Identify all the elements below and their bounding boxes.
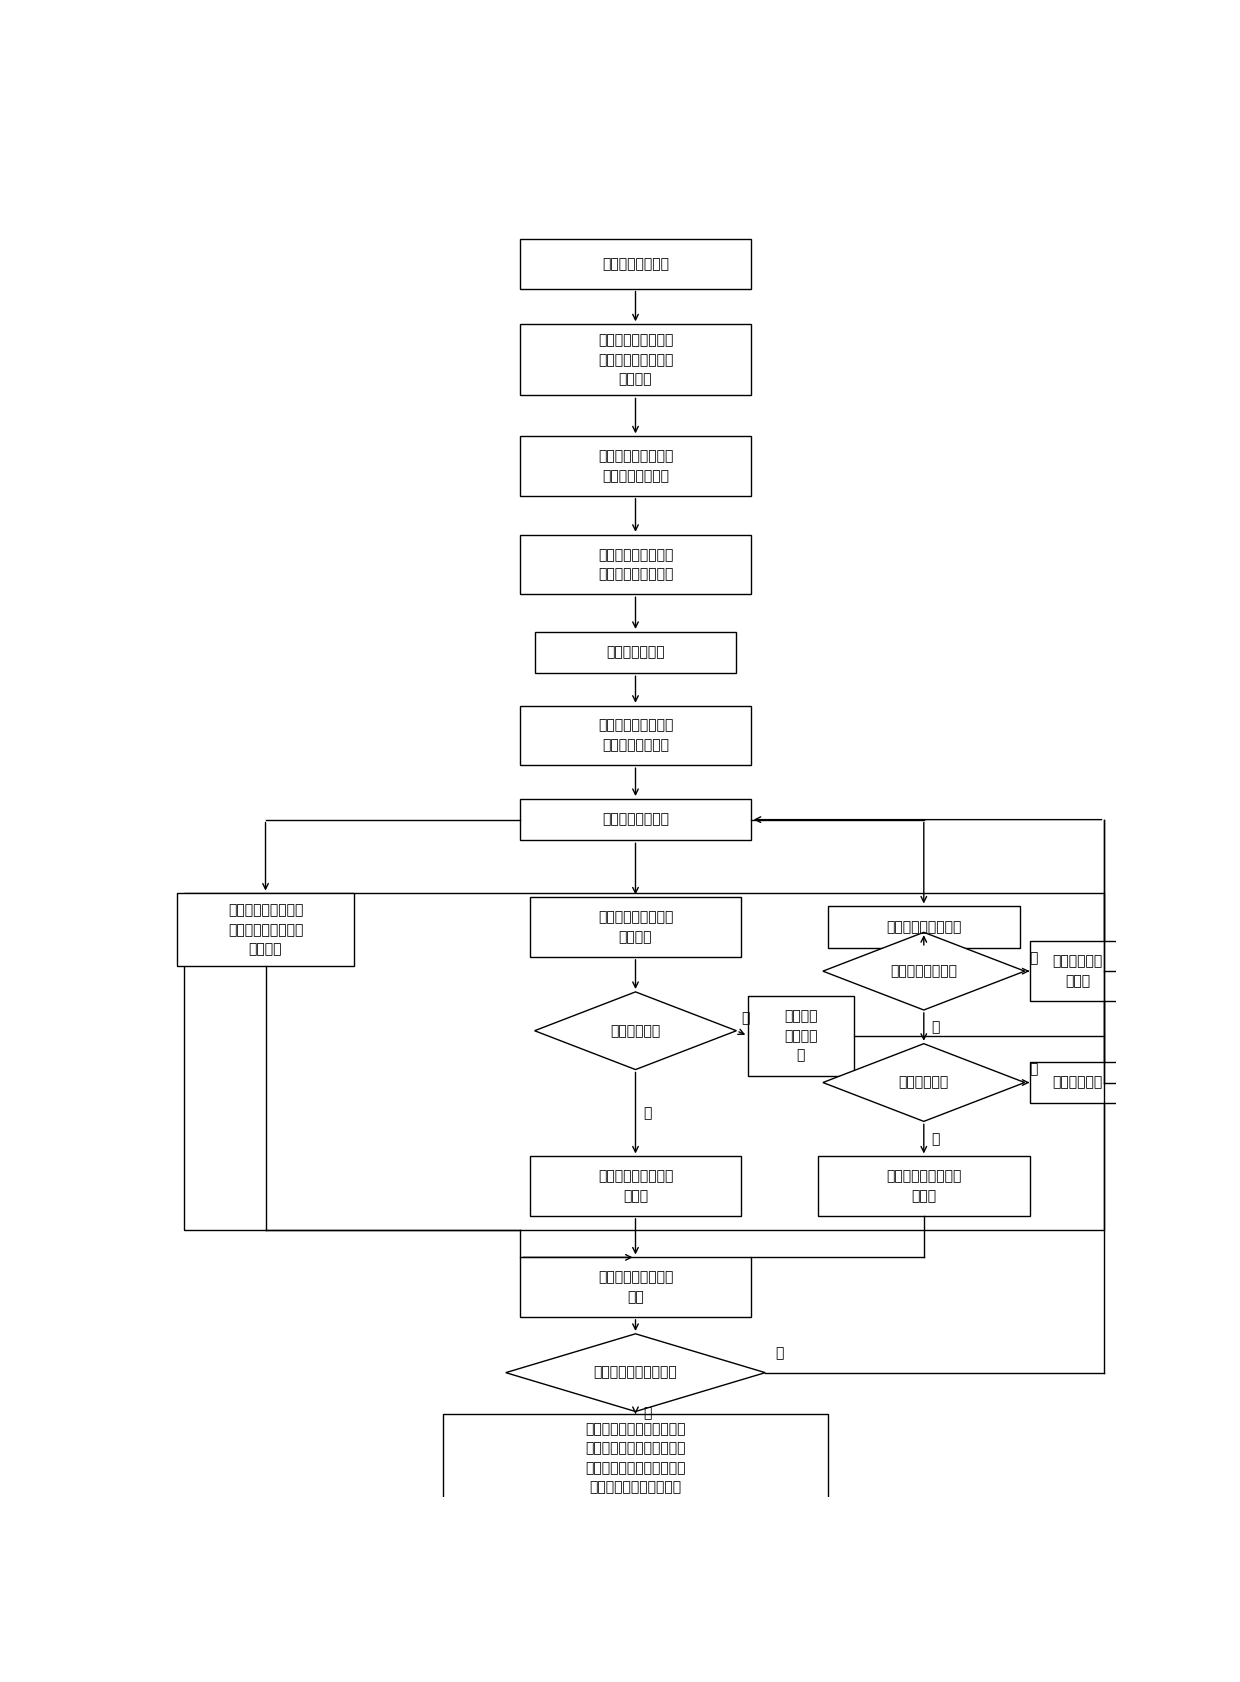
Text: 划分量子个体类型: 划分量子个体类型: [601, 812, 670, 826]
Text: 高浓度非脂溶性量子
个体运动: 高浓度非脂溶性量子 个体运动: [598, 910, 673, 944]
Text: 获取信号快拍采样和
对采样数据进行时域
延迟处理: 获取信号快拍采样和 对采样数据进行时域 延迟处理: [598, 333, 673, 387]
Text: 向精英量子个
体运动: 向精英量子个 体运动: [1053, 954, 1102, 987]
Bar: [521, 1258, 751, 1317]
Bar: [818, 1156, 1029, 1216]
Bar: [176, 893, 355, 965]
Text: 低浓度量子个体运动: 低浓度量子个体运动: [887, 920, 961, 934]
Text: 局部搜索寻优: 局部搜索寻优: [1053, 1075, 1102, 1090]
Text: 是: 是: [931, 1132, 940, 1145]
Bar: [1029, 1061, 1126, 1103]
Text: 将最后一代量子物质群中适
应度最大的量子个体的映射
态作为估计结果输出，得到
角度和频率的最优估计值: 将最后一代量子物质群中适 应度最大的量子个体的映射 态作为估计结果输出，得到 角…: [585, 1421, 686, 1494]
Text: 是否达到最大迭代次数: 是否达到最大迭代次数: [594, 1366, 677, 1379]
Bar: [529, 897, 742, 957]
Text: 否: 否: [775, 1346, 784, 1361]
Text: 建立信号时域数据: 建立信号时域数据: [601, 257, 670, 271]
Text: 是: 是: [644, 1406, 651, 1420]
Bar: [521, 535, 751, 594]
Polygon shape: [534, 992, 737, 1070]
Text: 选取精英量子个体并
对其进行局部搜索: 选取精英量子个体并 对其进行局部搜索: [598, 718, 673, 752]
Bar: [748, 996, 853, 1076]
Bar: [521, 706, 751, 765]
Text: 向低浓度量子个体协
助扩散: 向低浓度量子个体协 助扩散: [598, 1169, 673, 1203]
Bar: [521, 325, 751, 395]
Text: 构造极大似然估计的
极大似然估计方程: 构造极大似然估计的 极大似然估计方程: [598, 449, 673, 483]
Text: 初始化量子细胞膜优
化方法的量子物质群: 初始化量子细胞膜优 化方法的量子物质群: [598, 548, 673, 582]
Bar: [529, 1156, 742, 1216]
Polygon shape: [506, 1334, 765, 1411]
Bar: [521, 239, 751, 289]
Text: 是: 是: [931, 1019, 940, 1034]
Bar: [184, 893, 1105, 1230]
Text: 否: 否: [1029, 1063, 1038, 1076]
Text: 向精英量
子个体运
动: 向精英量 子个体运 动: [784, 1009, 817, 1063]
Text: 否: 否: [1029, 952, 1038, 965]
Text: 是否得到载体: 是否得到载体: [610, 1024, 661, 1038]
Bar: [1029, 942, 1126, 1001]
Text: 是否满足能量限制: 是否满足能量限制: [890, 964, 957, 979]
Bar: [828, 907, 1021, 949]
Bar: [521, 436, 751, 496]
Text: 合并为新一代量子物
质群: 合并为新一代量子物 质群: [598, 1270, 673, 1304]
Text: 构造适应度函数: 构造适应度函数: [606, 646, 665, 659]
Text: 高浓度脂溶性量子个
体向低浓度量子个体
自由扩散: 高浓度脂溶性量子个 体向低浓度量子个体 自由扩散: [228, 903, 304, 955]
Text: 否: 否: [742, 1011, 750, 1024]
Polygon shape: [823, 1043, 1024, 1122]
Bar: [444, 1415, 828, 1502]
Polygon shape: [823, 932, 1024, 1009]
Text: 是: 是: [644, 1107, 651, 1120]
Text: 向高浓度量子个体主
动运输: 向高浓度量子个体主 动运输: [887, 1169, 961, 1203]
Text: 是否得到载体: 是否得到载体: [899, 1075, 949, 1090]
Bar: [534, 632, 737, 673]
Bar: [521, 799, 751, 841]
